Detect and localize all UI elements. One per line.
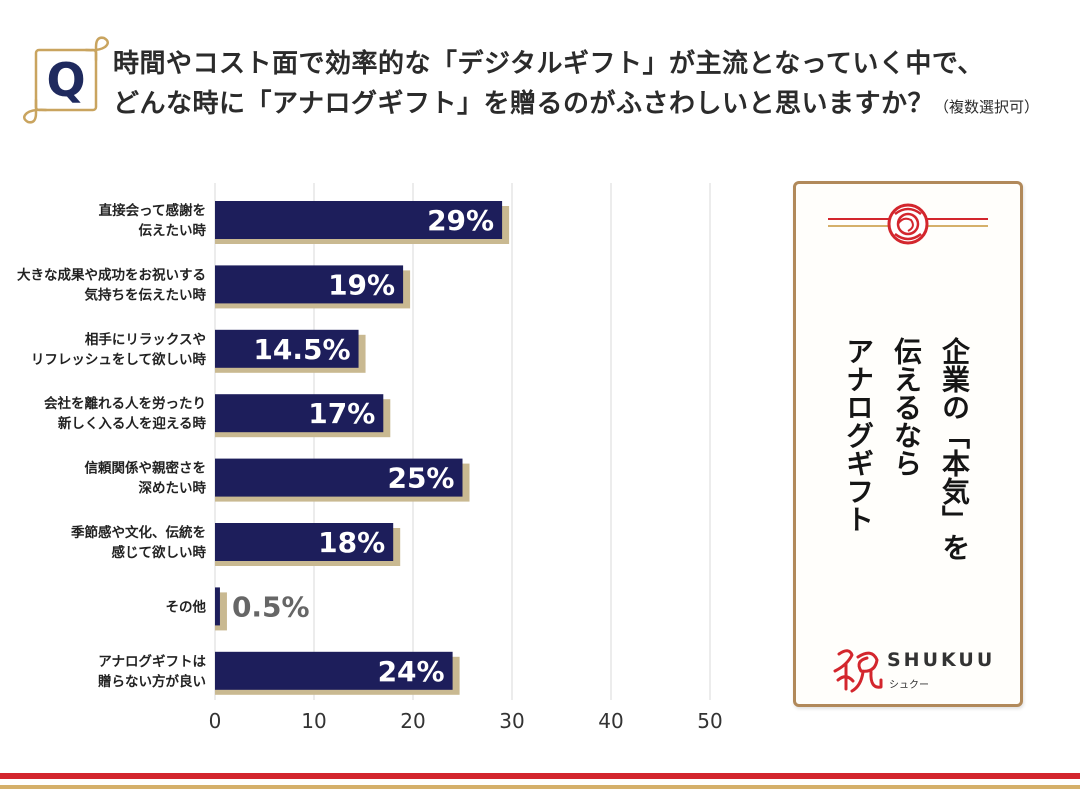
logo-name: SHUKUU bbox=[887, 649, 996, 671]
bar bbox=[215, 201, 503, 239]
category-label-line: 深めたい時 bbox=[139, 480, 207, 497]
category-label-line: 会社を離れる人を労ったり bbox=[44, 395, 206, 412]
category-label-line: 季節感や文化、伝統を bbox=[70, 524, 206, 541]
category-label-line: 直接会って感謝を bbox=[99, 202, 206, 219]
bar-shadow bbox=[215, 592, 227, 631]
category-label-line: 信頼関係や親密さを bbox=[85, 460, 207, 477]
bar-chart: 0 10 20 30 40 50 29% 直接会って感謝を伝えたい時 19% 大きな成果や成功をお… bbox=[17, 183, 723, 733]
value-label: 14.5% bbox=[253, 333, 350, 366]
value-label: 17% bbox=[308, 397, 375, 430]
value-label: 25% bbox=[387, 462, 454, 495]
category-label-line: 感じて欲しい時 bbox=[112, 544, 207, 561]
x-tick-label: 50 bbox=[697, 709, 722, 733]
category-label-line: 贈らない方が良い bbox=[98, 673, 206, 690]
value-label: 0.5% bbox=[232, 590, 310, 623]
panel-message-line-2: 伝えるなら bbox=[890, 337, 923, 477]
category-label-line: 気持ちを伝えたい時 bbox=[85, 286, 207, 303]
category-label: 直接会って感謝を伝えたい時 bbox=[99, 202, 207, 239]
multiple-choice-note: （複数選択可） bbox=[933, 98, 1039, 116]
question-badge: Q bbox=[46, 53, 86, 107]
category-label: 大きな成果や成功をお祝いする気持ちを伝えたい時 bbox=[17, 266, 206, 303]
question-line-2: どんな時に「アナログギフト」を贈るのがふさわしいと思いますか？ bbox=[113, 89, 934, 119]
bar bbox=[215, 523, 394, 561]
question-line-1: 時間やコスト面で効率的な「デジタルギフト」が主流となっていく中で、 bbox=[113, 49, 984, 79]
category-label-line: 相手にリラックスや bbox=[85, 331, 206, 348]
category-label-line: 大きな成果や成功をお祝いする bbox=[17, 266, 206, 283]
shukuu-logo-mark-icon bbox=[833, 649, 883, 693]
question-text: 時間やコスト面で効率的な「デジタルギフト」が主流となっていく中で、 どんな時に「… bbox=[113, 44, 1039, 127]
panel-decoration bbox=[828, 203, 988, 693]
bar bbox=[215, 329, 359, 368]
message-panel bbox=[793, 181, 1023, 707]
bar bbox=[215, 458, 463, 497]
category-label-line: 新しく入る人を迎える時 bbox=[58, 415, 207, 432]
x-tick-label: 0 bbox=[209, 709, 222, 733]
category-label-line: アナログギフトは bbox=[98, 653, 206, 670]
value-label: 24% bbox=[378, 655, 445, 688]
question-badge-frame-icon bbox=[23, 36, 109, 124]
panel-message-line-3: アナログギフト bbox=[842, 337, 875, 533]
panel-message-line-1: 企業の「本気」を bbox=[938, 337, 971, 561]
bar bbox=[215, 651, 453, 690]
x-tick-label: 40 bbox=[598, 709, 623, 733]
category-label: 会社を離れる人を労ったり新しく入る人を迎える時 bbox=[44, 395, 206, 432]
x-tick-label: 20 bbox=[400, 709, 425, 733]
category-label-line: その他 bbox=[166, 598, 207, 615]
bottom-rule-red bbox=[0, 773, 1080, 779]
x-tick-label: 30 bbox=[499, 709, 524, 733]
bar bbox=[215, 587, 220, 626]
mizuhiki-knot-icon bbox=[828, 203, 988, 245]
bottom-rule-gold bbox=[0, 785, 1080, 789]
category-label: その他 bbox=[166, 598, 207, 615]
category-label-line: 伝えたい時 bbox=[139, 222, 207, 239]
x-tick-label: 10 bbox=[301, 709, 326, 733]
question-line-2-row: どんな時に「アナログギフト」を贈るのがふさわしいと思いますか？（複数選択可） bbox=[113, 84, 1039, 127]
value-label: 18% bbox=[318, 526, 385, 559]
category-label-line: リフレッシュをして欲しい時 bbox=[31, 351, 207, 368]
category-label: 信頼関係や親密さを深めたい時 bbox=[85, 460, 207, 497]
panel-message: 企業の「本気」を 伝えるなら アナログギフト bbox=[834, 337, 978, 599]
bar bbox=[215, 265, 404, 304]
value-label: 29% bbox=[427, 204, 494, 237]
bar bbox=[215, 394, 384, 433]
logo-kana: シュクー bbox=[889, 680, 929, 691]
category-label: 相手にリラックスやリフレッシュをして欲しい時 bbox=[31, 331, 207, 368]
category-label: 季節感や文化、伝統を感じて欲しい時 bbox=[70, 524, 206, 561]
category-label: アナログギフトは贈らない方が良い bbox=[98, 653, 206, 690]
value-label: 19% bbox=[328, 268, 395, 301]
